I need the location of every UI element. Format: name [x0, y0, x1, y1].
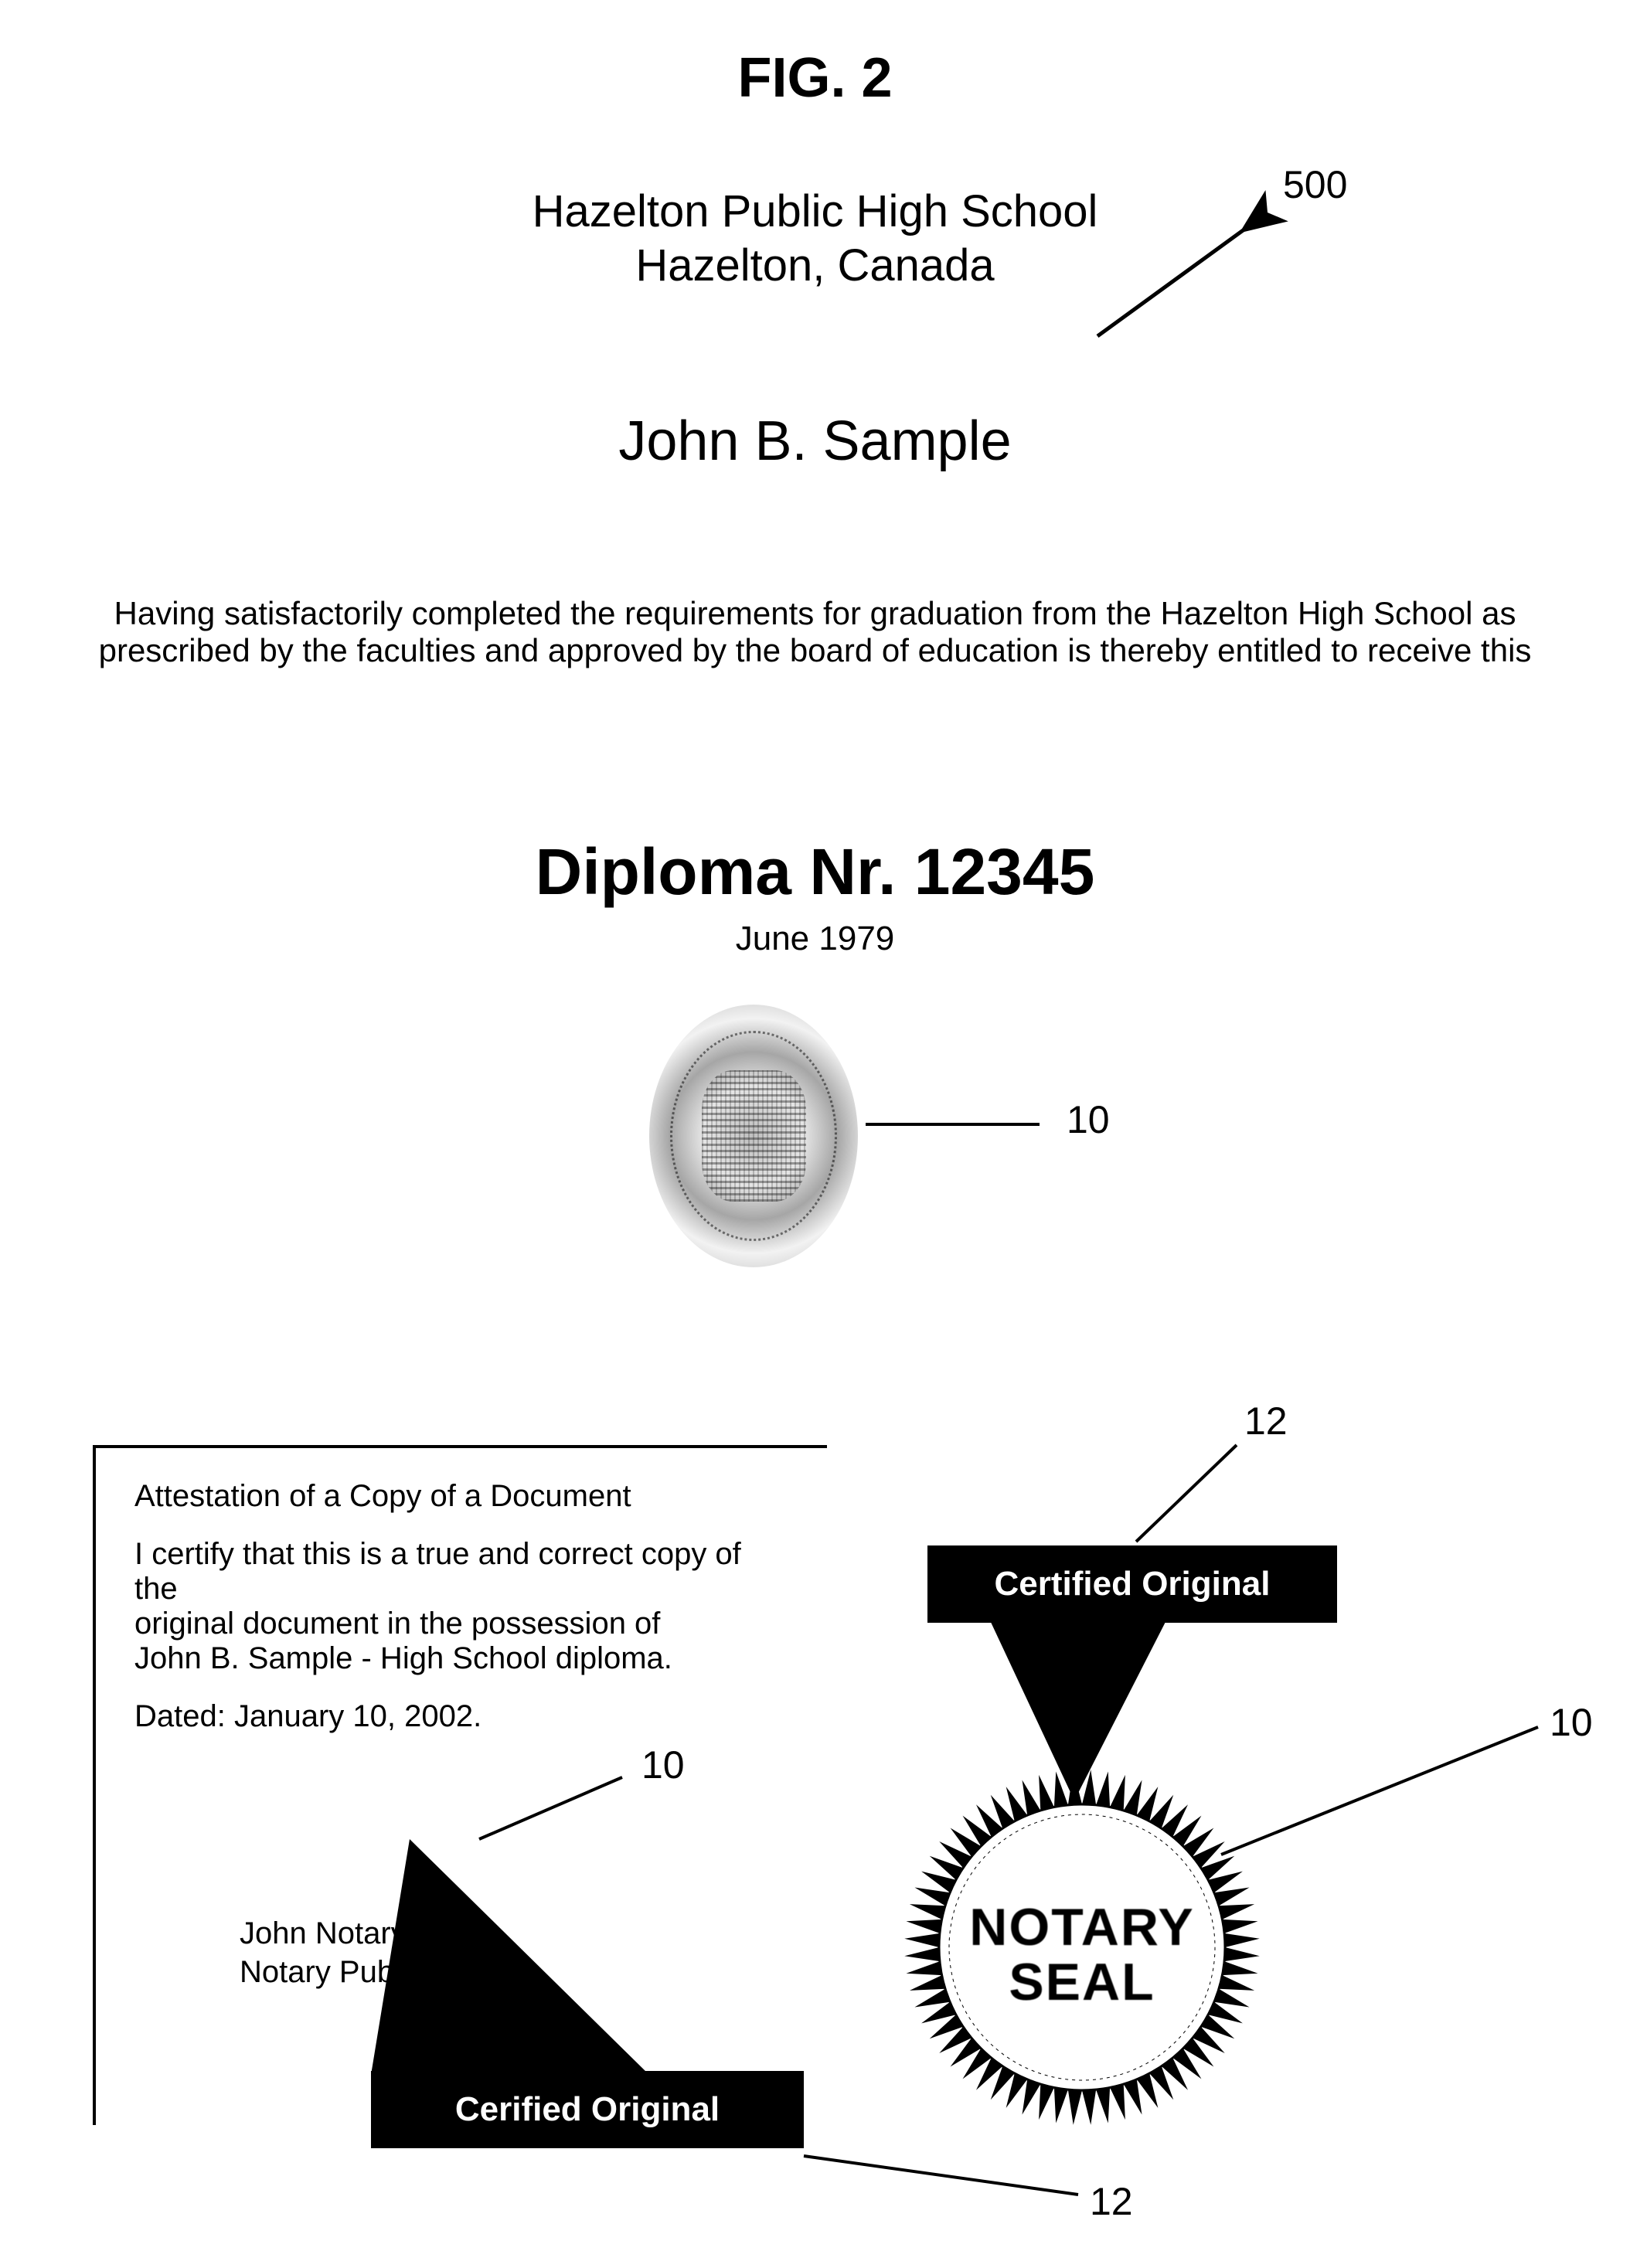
attestation-cert-l2: original document in the possession of: [134, 1607, 788, 1641]
diploma-date: June 1979: [0, 920, 1630, 958]
notary-title: Notary Public: [240, 1955, 424, 1990]
notary-seal-text2: SEAL: [943, 1955, 1221, 2010]
ref-10-att: 10: [641, 1743, 685, 1787]
notary-seal-text1: NOTARY: [943, 1900, 1221, 1955]
ref-500: 500: [1283, 162, 1347, 207]
ref-12-left: 12: [1090, 2179, 1133, 2224]
student-name: John B. Sample: [0, 410, 1630, 473]
attestation-cert-l3: John B. Sample - High School diploma.: [134, 1641, 788, 1676]
graduation-body-text: Having satisfactorily completed the requ…: [77, 595, 1553, 669]
ref-10-notary: 10: [1550, 1700, 1593, 1745]
school-name-line1: Hazelton Public High School: [0, 185, 1630, 237]
diploma-number: Diploma Nr. 12345: [0, 835, 1630, 910]
ref-10-seal: 10: [1067, 1097, 1110, 1142]
school-seal-icon: [649, 1005, 858, 1267]
ref-12-right: 12: [1244, 1399, 1288, 1443]
certified-original-right-tag: Certified Original: [927, 1545, 1337, 1623]
figure-page: FIG. 2 Hazelton Public High School Hazel…: [0, 0, 1630, 2268]
figure-title: FIG. 2: [0, 46, 1630, 110]
school-name-line2: Hazelton, Canada: [0, 240, 1630, 291]
attestation-dated: Dated: January 10, 2002.: [134, 1699, 788, 1734]
certified-original-left-tag: Cerified Original: [371, 2071, 804, 2148]
notary-name: John Notary: [240, 1916, 407, 1951]
attestation-title: Attestation of a Copy of a Document: [134, 1479, 788, 1514]
attestation-box: Attestation of a Copy of a Document I ce…: [93, 1445, 827, 2125]
attestation-cert-l1: I certify that this is a true and correc…: [134, 1537, 788, 1607]
